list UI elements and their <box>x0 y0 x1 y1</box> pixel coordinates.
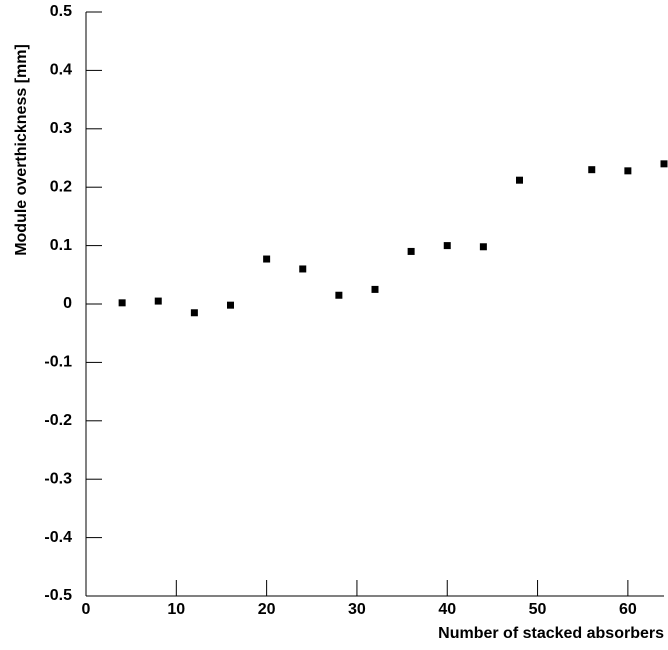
point <box>227 301 234 309</box>
point <box>190 309 198 317</box>
point <box>516 176 523 184</box>
y-tick-label: -0.1 <box>44 354 72 371</box>
y-tick-label: -0.5 <box>44 587 72 604</box>
x-tick-label: 40 <box>438 601 456 618</box>
y-tick-label: -0.4 <box>44 529 72 546</box>
point <box>407 247 415 255</box>
y-tick-label: 0.2 <box>50 178 72 195</box>
point <box>371 285 379 293</box>
y-tick-label: 0.3 <box>50 120 72 137</box>
y-tick-label: 0 <box>63 295 72 312</box>
x-tick-label: 10 <box>167 601 185 618</box>
point <box>660 160 668 168</box>
y-tick-label: -0.2 <box>44 412 72 429</box>
y-tick-label: 0.5 <box>50 3 72 20</box>
y-axis-title: Module overthickness [mm] <box>13 44 30 256</box>
x-tick-label: 0 <box>82 601 91 618</box>
x-tick-label: 60 <box>619 601 637 618</box>
x-tick-label: 50 <box>529 601 547 618</box>
x-tick-label: 20 <box>258 601 276 618</box>
point <box>299 265 307 273</box>
point <box>154 297 162 305</box>
y-tick-label: 0.1 <box>50 237 72 254</box>
point <box>118 299 126 307</box>
point <box>443 242 451 250</box>
point <box>624 167 632 175</box>
x-tick-label: 30 <box>348 601 366 618</box>
y-tick-label: 0.4 <box>50 62 72 79</box>
point <box>263 255 271 263</box>
x-axis-title: Number of stacked absorbers <box>438 625 664 642</box>
point <box>335 291 343 299</box>
y-tick-label: -0.3 <box>44 470 72 487</box>
point <box>479 243 487 251</box>
point <box>588 166 596 174</box>
